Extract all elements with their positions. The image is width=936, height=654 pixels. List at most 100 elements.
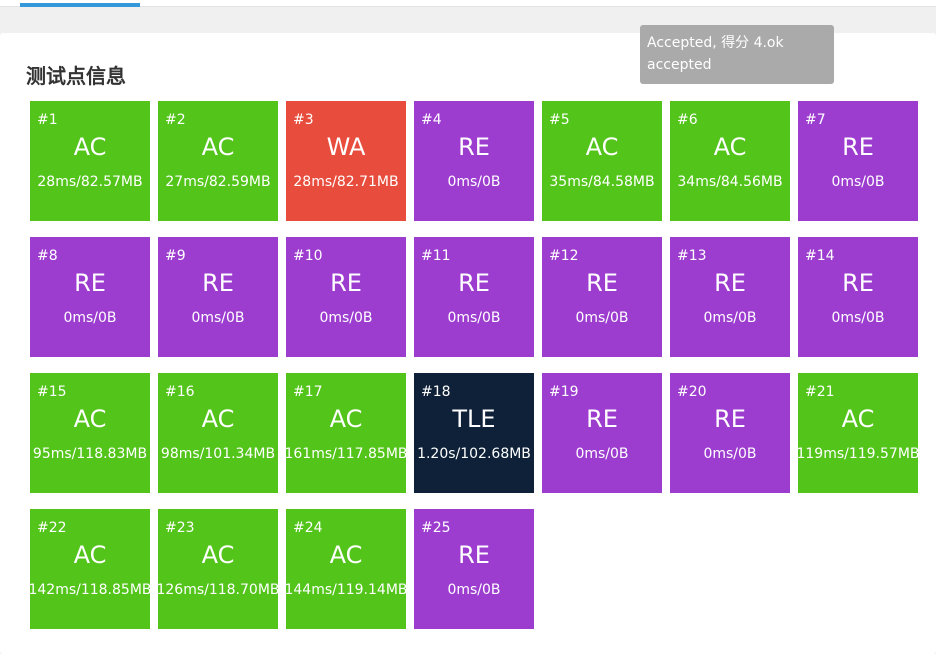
test-case-tile: #10 RE 0ms/0B [286,237,406,357]
test-case-tile: #15 AC 95ms/118.83MB [30,373,150,493]
case-status: AC [201,541,235,569]
case-status: RE [458,541,490,569]
case-stats: 0ms/0B [447,310,501,326]
test-case-tile: #8 RE 0ms/0B [30,237,150,357]
case-stats: 0ms/0B [63,310,117,326]
case-status: WA [326,133,366,161]
case-id: #2 [165,112,186,128]
test-case-tile: #22 AC 142ms/118.85MB [30,509,150,629]
test-case-tile: #11 RE 0ms/0B [414,237,534,357]
case-status: AC [73,541,107,569]
case-id: #11 [421,248,451,264]
case-id: #20 [677,384,707,400]
case-stats: 27ms/82.59MB [165,174,271,190]
test-case-tile: #24 AC 144ms/119.14MB [286,509,406,629]
case-id: #23 [165,520,195,536]
section-title: 测试点信息 [26,64,126,88]
case-stats: 0ms/0B [447,582,501,598]
case-stats: 126ms/118.70MB [158,582,278,598]
test-case-tile: #19 RE 0ms/0B [542,373,662,493]
case-status: RE [714,405,746,433]
case-stats: 144ms/119.14MB [286,582,406,598]
case-stats: 0ms/0B [191,310,245,326]
case-id: #15 [37,384,67,400]
case-id: #12 [549,248,579,264]
test-case-tile: #5 AC 35ms/84.58MB [542,101,662,221]
case-status: AC [73,405,107,433]
case-status: RE [842,133,874,161]
case-id: #19 [549,384,579,400]
case-id: #5 [549,112,570,128]
case-id: #7 [805,112,826,128]
case-id: #10 [293,248,323,264]
case-id: #9 [165,248,186,264]
case-id: #4 [421,112,442,128]
case-status: AC [201,405,235,433]
case-status: RE [458,269,490,297]
test-case-tile: #23 AC 126ms/118.70MB [158,509,278,629]
test-case-tile: #2 AC 27ms/82.59MB [158,101,278,221]
case-id: #16 [165,384,195,400]
case-id: #24 [293,520,323,536]
case-status: RE [714,269,746,297]
case-id: #25 [421,520,451,536]
test-case-tile: #6 AC 34ms/84.56MB [670,101,790,221]
case-status: TLE [452,405,496,433]
case-stats: 0ms/0B [703,310,757,326]
case-stats: 34ms/84.56MB [677,174,783,190]
test-case-tile: #16 AC 98ms/101.34MB [158,373,278,493]
case-id: #6 [677,112,698,128]
case-status: AC [329,405,363,433]
case-stats: 35ms/84.58MB [549,174,655,190]
test-case-tile: #9 RE 0ms/0B [158,237,278,357]
case-stats: 0ms/0B [703,446,757,462]
case-stats: 1.20s/102.68MB [417,446,531,462]
case-status: AC [713,133,747,161]
case-stats: 95ms/118.83MB [32,446,148,462]
case-status: AC [329,541,363,569]
case-stats: 142ms/118.85MB [30,582,150,598]
case-id: #8 [37,248,58,264]
case-status: RE [586,269,618,297]
case-status: RE [330,269,362,297]
test-case-tile: #17 AC 161ms/117.85MB [286,373,406,493]
case-stats: 119ms/119.57MB [798,446,918,462]
case-stats: 28ms/82.71MB [293,174,399,190]
case-status: AC [201,133,235,161]
case-id: #1 [37,112,58,128]
test-case-tile: #20 RE 0ms/0B [670,373,790,493]
case-id: #21 [805,384,835,400]
case-status: AC [841,405,875,433]
case-status: RE [586,405,618,433]
case-stats: 0ms/0B [575,446,629,462]
test-case-tile: #12 RE 0ms/0B [542,237,662,357]
case-status: AC [73,133,107,161]
case-stats: 98ms/101.34MB [160,446,276,462]
test-case-tile: #14 RE 0ms/0B [798,237,918,357]
test-case-tile: #4 RE 0ms/0B [414,101,534,221]
case-id: #18 [421,384,451,400]
case-id: #3 [293,112,314,128]
case-status: RE [842,269,874,297]
test-case-tile: #7 RE 0ms/0B [798,101,918,221]
test-case-tile: #21 AC 119ms/119.57MB [798,373,918,493]
test-case-tile: #18 TLE 1.20s/102.68MB [414,373,534,493]
case-stats: 0ms/0B [831,310,885,326]
test-case-tile: #25 RE 0ms/0B [414,509,534,629]
tooltip: Accepted, 得分 4.ok accepted [640,25,834,84]
case-stats: 0ms/0B [319,310,373,326]
case-stats: 0ms/0B [447,174,501,190]
case-stats: 0ms/0B [575,310,629,326]
test-case-tile: #1 AC 28ms/82.57MB [30,101,150,221]
case-status: RE [458,133,490,161]
case-stats: 161ms/117.85MB [286,446,406,462]
active-tab-indicator [20,3,140,7]
case-id: #17 [293,384,323,400]
case-stats: 0ms/0B [831,174,885,190]
case-id: #14 [805,248,835,264]
case-status: AC [585,133,619,161]
test-case-tile: #13 RE 0ms/0B [670,237,790,357]
case-status: RE [74,269,106,297]
case-id: #22 [37,520,67,536]
